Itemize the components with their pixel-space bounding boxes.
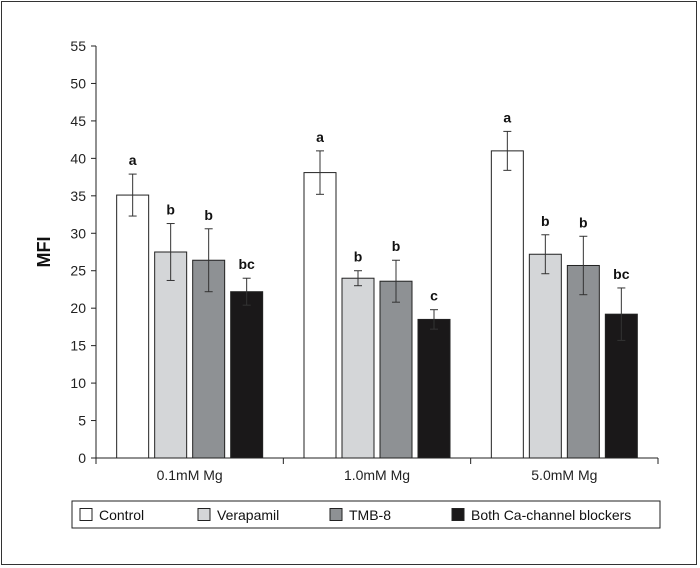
significance-label: bc xyxy=(238,256,255,272)
legend-label: TMB-8 xyxy=(349,507,391,523)
x-category-label: 0.1mM Mg xyxy=(157,467,223,483)
y-tick-label: 40 xyxy=(70,150,86,166)
legend-label: Control xyxy=(99,507,144,523)
significance-label: a xyxy=(503,109,511,125)
legend-swatch xyxy=(79,508,93,521)
y-tick-label: 55 xyxy=(70,38,86,54)
y-tick-label: 30 xyxy=(70,225,86,241)
legend-label: Both Ca-channel blockers xyxy=(471,507,631,523)
legend-box xyxy=(71,500,661,529)
x-axis: 0.1mM Mg 1.0mM Mg 5.0mM Mg xyxy=(95,457,659,483)
significance-label: bc xyxy=(613,266,630,282)
y-tick-label: 0 xyxy=(78,450,86,466)
bar xyxy=(154,251,188,459)
significance-label: b xyxy=(392,238,401,254)
y-tick-label: 50 xyxy=(70,75,86,91)
legend-swatch xyxy=(451,508,465,521)
y-tick-label: 25 xyxy=(70,263,86,279)
y-tick-label: 5 xyxy=(78,413,86,429)
y-tick-label: 20 xyxy=(70,300,86,316)
y-tick-label: 15 xyxy=(70,338,86,354)
legend: Control Verapamil TMB-8 Both Ca-channel blo… xyxy=(71,500,661,529)
bar xyxy=(341,277,375,459)
significance-label: b xyxy=(204,207,213,223)
bar xyxy=(116,194,150,459)
legend-label: Verapamil xyxy=(217,507,279,523)
y-tick-label: 45 xyxy=(70,113,86,129)
bar xyxy=(379,280,413,459)
y-axis: 0 5 10 15 20 25 30 35 40 45 50 55 xyxy=(70,38,97,466)
significance-label: a xyxy=(316,129,324,145)
x-category-label: 1.0mM Mg xyxy=(344,467,410,483)
y-tick-label: 35 xyxy=(70,188,86,204)
y-axis-title: MFI xyxy=(34,237,54,268)
bar xyxy=(230,291,264,459)
significance-label: b xyxy=(579,214,588,230)
x-category-label: 5.0mM Mg xyxy=(531,467,597,483)
y-tick-label: 10 xyxy=(70,375,86,391)
bar xyxy=(528,253,562,459)
legend-swatch xyxy=(329,508,343,521)
bar xyxy=(192,259,226,459)
significance-label: b xyxy=(166,202,175,218)
bar xyxy=(417,318,451,459)
legend-swatch xyxy=(197,508,211,521)
significance-label: b xyxy=(354,249,363,265)
bar xyxy=(490,150,524,459)
significance-label: b xyxy=(541,213,550,229)
significance-label: c xyxy=(430,288,438,304)
bar xyxy=(303,172,337,459)
significance-label: a xyxy=(129,152,137,168)
